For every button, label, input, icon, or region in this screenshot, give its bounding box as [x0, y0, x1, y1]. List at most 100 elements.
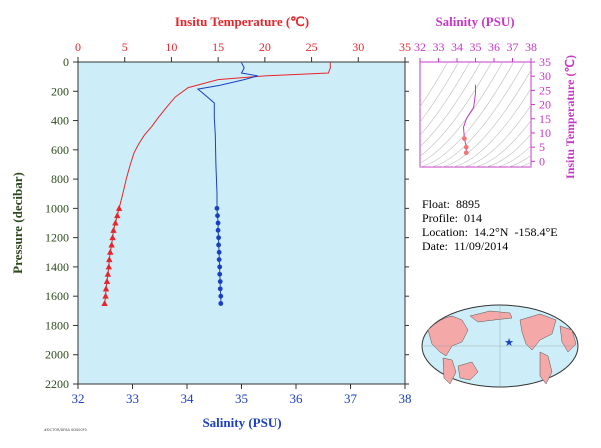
salinity-point	[217, 264, 223, 270]
salinity-point	[215, 227, 221, 233]
density-contour	[420, 62, 471, 136]
pressure-tick-label: 400	[51, 114, 69, 128]
salinity-point	[217, 271, 223, 277]
density-contour	[518, 162, 531, 167]
temperature-tick-label: 10	[165, 40, 177, 54]
ts-temperature-tick-label: 35	[539, 55, 551, 69]
salinity-tick-label: 32	[72, 391, 85, 406]
pressure-tick-label: 0	[63, 55, 69, 69]
float-location: Location: 14.2°N -158.4°E	[422, 225, 558, 239]
density-contour	[507, 154, 531, 167]
profile-plot-area	[77, 61, 406, 385]
profile-number: Profile: 014	[422, 211, 482, 225]
density-contour	[420, 62, 493, 157]
salinity-tick-label: 34	[181, 391, 195, 406]
temperature-tick-label: 15	[212, 40, 224, 54]
temperature-tick-label: 35	[399, 40, 411, 54]
salinity-point	[217, 286, 223, 292]
pressure-tick-label: 1200	[45, 231, 69, 245]
salinity-point	[216, 257, 222, 262]
pressure-tick-label: 2200	[45, 377, 69, 391]
pressure-tick-label: 600	[51, 143, 69, 157]
ts-salinity-tick-label: 38	[525, 40, 537, 54]
pressure-tick-label: 1800	[45, 318, 69, 332]
pressure-tick-label: 200	[51, 84, 69, 98]
ts-temperature-tick-label: 15	[539, 112, 551, 126]
salinity-tick-label: 33	[126, 391, 139, 406]
pressure-tick-label: 800	[51, 172, 69, 186]
salinity-tick-label: 38	[399, 391, 412, 406]
temperature-point	[110, 226, 117, 233]
temperature-tick-label: 30	[352, 40, 364, 54]
temperature-point	[102, 292, 109, 299]
salinity-point	[214, 205, 220, 211]
temperature-tick-label: 0	[75, 40, 81, 54]
map-land	[427, 310, 577, 385]
salinity-axis: 32 33 34 35 36 37 38	[72, 384, 412, 406]
salinity-point	[215, 220, 221, 226]
ts-point	[463, 150, 469, 156]
salinity-tick-label: 36	[290, 391, 304, 406]
temperature-point	[115, 204, 123, 211]
temperature-point	[101, 300, 108, 306]
ts-salinity-title: Salinity (PSU)	[435, 14, 514, 29]
density-contour	[420, 62, 504, 164]
ts-salinity-tick-label: 35	[470, 40, 482, 54]
float-location-marker: ★	[504, 336, 514, 349]
temperature-point	[114, 212, 121, 219]
density-contour	[420, 62, 515, 167]
temperature-point	[109, 234, 116, 241]
profile-date: Date: 11/09/2014	[422, 239, 509, 253]
salinity-point	[217, 279, 223, 284]
pressure-tick-label: 1600	[45, 289, 69, 303]
density-contours	[420, 62, 531, 167]
ts-temperature-tick-label: 25	[539, 83, 551, 97]
ts-line	[462, 84, 476, 153]
ts-salinity-tick-label: 34	[451, 40, 463, 54]
density-contour	[496, 145, 531, 167]
salinity-tick-label: 35	[235, 391, 248, 406]
density-contour	[463, 104, 531, 167]
salinity-point	[216, 235, 222, 241]
ts-temperature-tick-label: 30	[539, 69, 551, 83]
ts-temperature-tick-label: 20	[539, 98, 551, 112]
temperature-point	[112, 219, 119, 226]
density-contour	[452, 87, 531, 167]
temperature-tick-label: 20	[259, 40, 271, 54]
temperature-axis: 0 5 10 15 20 25 30 35	[75, 40, 411, 62]
salinity-point	[216, 242, 222, 248]
ts-temperature-title: Insitu Temperature (℃)	[563, 55, 577, 179]
profile-chart: 0 5 10 15 20 25 30 35 32 33 34 35 36 37 38 0 200 400 600…	[10, 14, 412, 430]
temperature-tick-label: 25	[306, 40, 318, 54]
world-map: ★	[421, 304, 579, 388]
pressure-tick-label: 1000	[45, 201, 69, 215]
float-id: Float: 8895	[422, 197, 481, 211]
density-contour	[485, 133, 531, 167]
temperature-point	[104, 270, 112, 277]
ts-salinity-tick-label: 37	[507, 40, 519, 54]
ts-salinity-tick-label: 32	[414, 40, 426, 54]
temperature-point	[105, 263, 113, 270]
salinity-point	[218, 293, 224, 299]
ts-point	[463, 144, 469, 150]
profile-series	[101, 62, 331, 306]
salinity-point	[215, 213, 220, 219]
salinity-tick-label: 37	[344, 391, 358, 406]
ts-plot-area	[419, 61, 532, 168]
temperature-axis-title: Insitu Temperature (℃)	[175, 14, 309, 29]
ts-temperature-tick-label: 5	[539, 140, 545, 154]
temperature-tick-label: 5	[122, 40, 128, 54]
density-contour	[430, 62, 526, 167]
temperature-point	[102, 285, 110, 292]
temperature-point	[107, 248, 114, 255]
pressure-tick-label: 2000	[45, 348, 69, 362]
ts-salinity-tick-label: 36	[488, 40, 500, 54]
salinity-axis-title: Salinity (PSU)	[202, 415, 281, 430]
density-contour	[441, 69, 531, 167]
ts-salinity-tick-label: 33	[433, 40, 445, 54]
footer-code: #DCTOR/DF6A 0D000F0	[44, 428, 87, 432]
density-contour	[420, 62, 482, 148]
